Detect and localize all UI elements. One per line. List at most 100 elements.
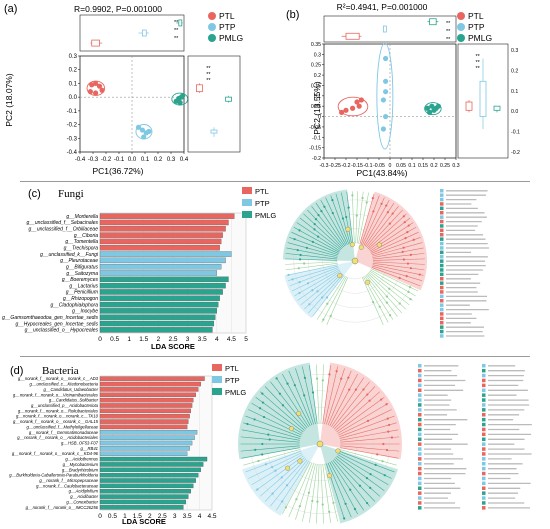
cladogram-branch-d xyxy=(331,460,365,511)
clade-key-swatch-c xyxy=(440,307,444,312)
cladogram-branch-d xyxy=(339,415,395,438)
cladogram-node-d xyxy=(321,503,324,506)
cladogram-node-c xyxy=(326,302,329,305)
taxon-label: g__Trechispora xyxy=(64,246,99,252)
cladogram-branch-d xyxy=(288,370,313,426)
y-tick-label-b: 0 xyxy=(318,115,321,121)
cladogram-node-c xyxy=(418,273,421,276)
cladogram-branch-c xyxy=(364,202,395,247)
taxon-label: g__norank_f__norank_o__norank_c__GAL15 xyxy=(13,419,99,424)
cladogram-branch-d xyxy=(241,447,300,459)
cladogram-node-d xyxy=(315,377,319,380)
cladogram-node-c xyxy=(317,214,320,217)
y-tick-label-a: -0.3 xyxy=(67,136,78,142)
cladogram-node-c xyxy=(365,201,368,204)
taxon-label: g__norank_f__Micropepsaceae xyxy=(39,478,98,483)
taxon-label: g__Acidiphilium xyxy=(69,489,99,494)
top-sig-a: ** xyxy=(174,36,179,42)
legend-label-PTL: PTL xyxy=(468,11,484,21)
cladogram-branch-c xyxy=(369,270,413,301)
x-tick-label-b: -0.15 xyxy=(351,163,363,169)
cladogram-node-d xyxy=(316,500,319,503)
cladogram-node-d xyxy=(261,453,264,456)
clade-key-swatch-d xyxy=(482,501,486,505)
y-tick-label-a: -0.4 xyxy=(67,150,78,156)
x-tick-label-b: -0.1 xyxy=(364,163,373,169)
clade-key-swatch-d xyxy=(482,427,486,432)
cladogram-node-d xyxy=(295,498,298,501)
x-tick-label-c: 4 xyxy=(215,336,219,343)
clade-key-swatch-c xyxy=(440,329,444,334)
cladogram-branch-c xyxy=(372,247,424,258)
lda-bar-PTP xyxy=(99,446,190,451)
clade-sector-PMLG xyxy=(237,362,320,460)
clade-key-swatch-c xyxy=(440,193,444,197)
clade-key-swatch-c xyxy=(440,197,444,202)
cladogram-node-d xyxy=(285,484,289,487)
cladogram-node-d xyxy=(275,377,278,380)
legend-swatch-PTP xyxy=(212,376,222,383)
cladogram-node-c xyxy=(355,214,358,217)
cladogram-node-c xyxy=(388,287,391,290)
clade-key-swatch-d xyxy=(482,393,486,397)
legend-swatch-PMLG xyxy=(242,211,252,218)
pcoa-chart-b: (b) R²=0.4941, P=0.001000 ****** -0.3 -0.… xyxy=(286,2,520,178)
taxon-label: g__norank_f__norank_o__norank_c__TK10 xyxy=(16,414,99,419)
cladogram-node-c xyxy=(406,262,410,265)
cladogram-branch-d xyxy=(243,422,301,439)
cladogram-branch-d xyxy=(255,455,304,491)
cladogram-branch-c xyxy=(285,261,338,265)
cladogram-node-c xyxy=(317,235,320,238)
clade-key-swatch-d xyxy=(482,471,486,476)
clade-key-swatch-c xyxy=(440,316,444,321)
cladogram-node-c xyxy=(404,237,407,240)
y-tick-label-b: 0.25 xyxy=(311,63,321,69)
cladogram-branch-d xyxy=(326,368,345,425)
clade-key-swatch-d xyxy=(418,388,422,392)
cladogram-node-d xyxy=(261,442,264,446)
cladogram-node-c xyxy=(323,205,326,208)
clade-key-swatch-d xyxy=(482,437,486,441)
taxon-label: g__Rhizopogon xyxy=(63,296,98,302)
side-box-PTL xyxy=(465,101,473,111)
x-tick-label-c: 3.5 xyxy=(198,336,207,343)
clade-key-swatch-d xyxy=(418,408,422,412)
cladogram-branch-c xyxy=(300,272,342,306)
clade-key-swatch-c xyxy=(440,241,444,246)
lda-bar-PTL xyxy=(99,403,193,408)
clade-key-swatch-d xyxy=(418,413,422,417)
cladogram-node-c xyxy=(303,262,306,265)
cladogram-node-c xyxy=(311,289,314,292)
cladogram-branch-c xyxy=(351,191,355,244)
x-tick-label-b: 0.3 xyxy=(452,163,459,169)
cladogram-branch-d xyxy=(333,386,376,430)
taxon-label: g__unclassified_f__Sebacinales xyxy=(27,220,99,226)
clade-sector-PTL xyxy=(320,362,402,460)
taxon-label: g__Acidothermus xyxy=(65,457,98,462)
cladogram-node-d xyxy=(365,501,369,505)
legend-label-PMLG: PMLG xyxy=(225,388,246,397)
lda-bar-PTL xyxy=(99,413,190,419)
x-tick-label-c: 5 xyxy=(244,336,248,343)
taxon-label: g__Bradyrhizobium xyxy=(62,467,99,472)
taxon-label: g__norank_f__norank_o__norank_c__KD4-96 xyxy=(12,451,99,456)
clade-key-swatch-c xyxy=(440,334,444,338)
cladogram-branch-d xyxy=(331,377,365,428)
taxon-label: g__RB41 xyxy=(81,446,98,451)
legend-swatch-PTL xyxy=(212,364,222,371)
taxon-label: g__norank_f__norank_o__norank_c__AD3 xyxy=(18,376,99,381)
side-sig-b: ** xyxy=(476,66,481,72)
cladogram-branch-c xyxy=(307,209,343,249)
taxon-label: g__Lactarius xyxy=(69,283,98,289)
side-sig-a: ** xyxy=(206,72,211,78)
cladogram-branch-d xyxy=(338,452,392,479)
clade-key-swatch-d xyxy=(418,368,422,373)
taxon-label: g__Candidatus_Udaeobacter xyxy=(44,387,99,392)
cladogram-node-d xyxy=(335,370,338,373)
cladogram-node-d xyxy=(382,442,385,446)
x-tick-label-d: 3.5 xyxy=(183,513,192,520)
cladogram-branch-d xyxy=(336,455,385,491)
side-box-PTL xyxy=(196,84,203,93)
cladogram-node-d xyxy=(267,433,270,436)
clade-key-swatch-c xyxy=(440,277,444,281)
